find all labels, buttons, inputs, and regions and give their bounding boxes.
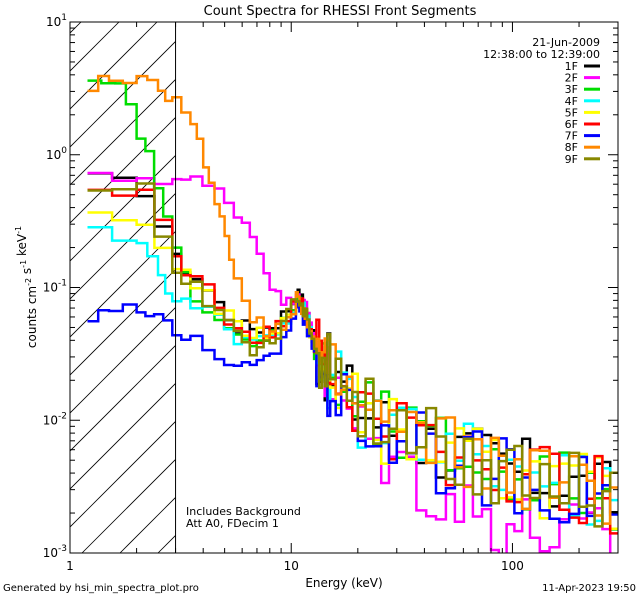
hatch-line — [70, 382, 176, 490]
chart-title: Count Spectra for RHESSI Front Segments — [204, 4, 477, 19]
legend-label-6F: 6F — [565, 118, 578, 131]
x-tick-label: 1 — [66, 559, 74, 573]
annotation-line: Includes Background — [186, 505, 301, 518]
legend-label-5F: 5F — [565, 106, 578, 119]
hatch-line — [81, 458, 176, 553]
hatch-line — [70, 268, 176, 376]
legend-label-1F: 1F — [565, 60, 578, 73]
hatch-line — [70, 40, 176, 148]
x-tick-label: 100 — [501, 559, 524, 573]
series-8F — [87, 74, 618, 525]
footer-generated: Generated by hsi_min_spectra_plot.pro — [3, 583, 199, 594]
x-axis-label: Energy (keV) — [305, 576, 382, 590]
axes-group: 1 10 100 10-3 10-2 10-1 100 101 — [43, 13, 619, 573]
legend-label-2F: 2F — [565, 72, 578, 85]
y-tick-label: 10-2 — [43, 411, 67, 427]
hatch-line — [70, 306, 176, 414]
y-tick-label: 10-3 — [43, 544, 67, 560]
series-6F — [87, 188, 618, 535]
legend-label-9F: 9F — [565, 153, 578, 166]
info-line: 21-Jun-2009 — [532, 36, 600, 49]
y-tick-label: 100 — [46, 146, 67, 162]
y-tick-label: 10-1 — [43, 279, 67, 295]
hatch-line — [70, 230, 176, 338]
hatch-line — [70, 420, 176, 528]
hatch-line — [70, 78, 176, 186]
series-9F — [87, 182, 618, 528]
hatch-line — [70, 192, 176, 300]
excluded-region-hatch — [70, 22, 176, 553]
annotation-line: Att A0, FDecim 1 — [186, 517, 279, 530]
y-tick-label: 101 — [46, 13, 67, 29]
footer-timestamp: 11-Apr-2023 19:50 — [542, 583, 636, 594]
info-line: 12:38:00 to 12:39:00 — [483, 48, 600, 61]
legend-label-8F: 8F — [565, 141, 578, 154]
legend-label-4F: 4F — [565, 95, 578, 108]
hatch-line — [70, 116, 176, 224]
y-axis-label: counts cm-2 s-1 keV-1 — [14, 226, 39, 348]
x-tick-label: 10 — [284, 559, 299, 573]
legend-label-7F: 7F — [565, 130, 578, 143]
legend-label-3F: 3F — [565, 83, 578, 96]
hatch-line — [70, 22, 82, 34]
series-group — [87, 74, 618, 553]
